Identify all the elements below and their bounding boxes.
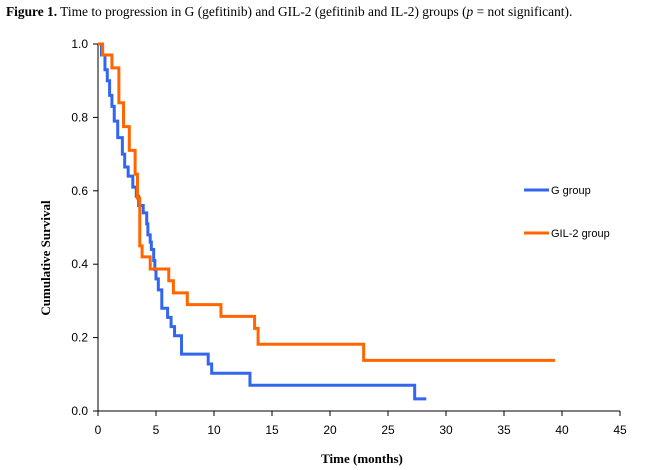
figure-label: Figure 1. [6,4,58,19]
y-tick-label: 0.0 [71,404,88,418]
chart-series [98,42,556,401]
y-tick-label: 0.6 [71,184,88,198]
x-tick-label: 5 [153,423,160,437]
x-tick-label: 25 [381,423,395,437]
x-tick-label: 45 [613,423,627,437]
y-tick-label: 0.8 [71,110,88,124]
caption-text-before: Time to progression in G (gefitinib) and… [57,4,467,19]
chart-legend: G group GIL-2 group [524,185,610,240]
chart-axes: 0 5 10 15 20 25 30 35 40 45 0.0 0.2 0.4 0.6 0.8 1.0 [71,37,627,437]
x-tick-label: 0 [95,423,102,437]
x-axis-title: Time (months) [321,451,403,466]
x-tick-label: 20 [323,423,337,437]
p-symbol: p [466,4,474,19]
legend-label-g-group: G group [551,185,591,197]
legend-label-gil-2-group: GIL-2 group [551,228,610,240]
x-tick-label: 40 [555,423,569,437]
y-tick-label: 1.0 [71,37,88,51]
x-tick-label: 30 [439,423,453,437]
x-tick-label: 35 [497,423,511,437]
figure-caption: Figure 1. Time to progression in G (gefi… [6,4,661,20]
y-tick-label: 0.4 [71,257,88,271]
x-tick-label: 10 [207,423,221,437]
y-tick-label: 0.2 [71,331,88,345]
series-line-g-group [98,42,427,401]
caption-text-after: = not significant). [473,4,573,19]
series-line-gil-2-group [98,42,556,362]
x-tick-label: 15 [265,423,279,437]
y-axis-title: Cumulative Survival [38,200,53,316]
